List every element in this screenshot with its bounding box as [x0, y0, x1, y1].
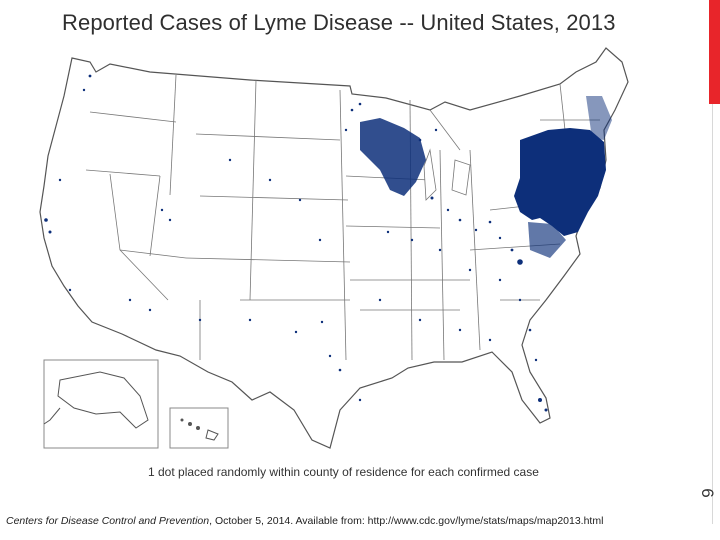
great-lakes: [423, 148, 471, 201]
legend-note: 1 dot placed randomly within county of r…: [148, 465, 539, 479]
map-title: Reported Cases of Lyme Disease -- United…: [62, 10, 616, 35]
scattered-case-dots: [44, 74, 548, 412]
accent-bar: [709, 0, 720, 104]
citation-text: , October 5, 2014. Available from: http:…: [209, 515, 604, 527]
upper-midwest-cases: [360, 118, 426, 196]
citation: Centers for Disease Control and Preventi…: [6, 515, 603, 527]
divider-line: [712, 104, 713, 524]
slide-number: 6: [698, 488, 717, 498]
maine-cases: [586, 96, 612, 140]
northeast-cases: [514, 128, 606, 236]
alaska-inset: [43, 359, 159, 449]
us-outline: [39, 47, 629, 449]
hawaii-inset: [169, 407, 229, 449]
virginia-cases: [528, 222, 566, 258]
citation-source: Centers for Disease Control and Preventi…: [6, 515, 210, 527]
